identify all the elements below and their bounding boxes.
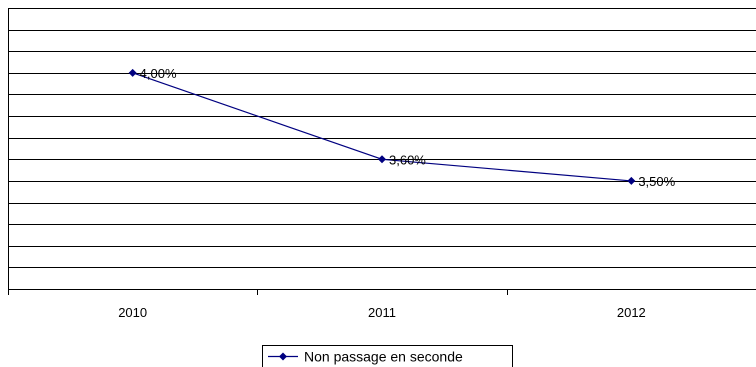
data-point-marker [627,176,636,185]
x-tick-label: 2010 [118,305,147,320]
legend: Non passage en seconde [262,345,513,367]
axes [8,8,756,295]
x-axis-ticks: 2010 2011 2012 [8,289,646,320]
data-labels: 4,00% 3,60% 3,50% [140,66,676,189]
x-tick-label: 2011 [368,305,396,320]
x-tick-label: 2012 [617,305,646,320]
legend-marker-swatch [279,352,287,361]
data-label: 3,60% [389,152,426,167]
data-point-marker [128,68,137,77]
series-group [128,68,636,185]
legend-label: Non passage en seconde [304,349,463,365]
data-point-marker [378,155,386,164]
series-line [132,72,632,182]
data-label: 4,00% [140,66,177,81]
data-label: 3,50% [638,174,675,189]
grid-lines [8,8,756,290]
legend-box [262,345,513,367]
